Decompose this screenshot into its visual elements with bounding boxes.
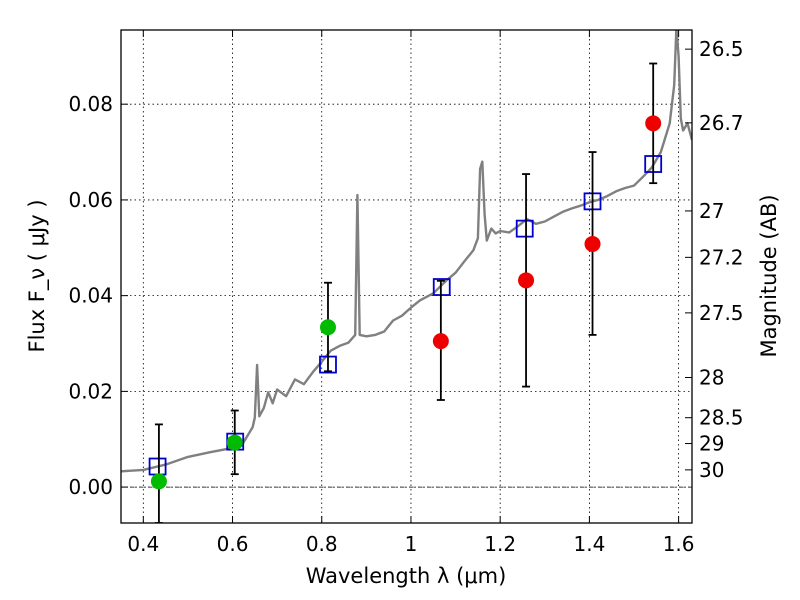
ticks: 0.4 0.6 0.8 1 1.2 1.4 1.6 0.00 0.02 0.04 0.06 0.08 2… [68,30,744,556]
y-tick-label: 0.00 [68,475,113,499]
plot-marks [121,30,692,523]
x-axis-label: Wavelength λ (μm) [306,564,507,588]
y-tick-label: 0.04 [68,284,113,308]
x-tick-label: 1.4 [573,532,605,556]
right-tick-label: 29 [699,432,724,456]
y-tick-label: 0.02 [68,379,113,403]
x-tick-label: 1.6 [663,532,695,556]
circle-marker [645,115,662,132]
circle-marker [150,473,167,490]
right-tick-label: 28.5 [699,406,744,430]
circle-marker [319,319,336,336]
x-tick-label: 1.2 [484,532,516,556]
circle-marker [584,235,601,252]
grid [121,30,692,523]
x-tick-label: 1 [405,532,418,556]
spectrum-line [121,30,692,473]
plot-background [121,30,692,523]
x-tick-label: 0.6 [217,532,249,556]
y-tick-label: 0.06 [68,188,113,212]
x-tick-label: 0.8 [306,532,338,556]
right-tick-label: 28 [699,365,724,389]
right-axis-label: Magnitude (AB) [757,194,781,357]
x-tick-label: 0.4 [127,532,159,556]
right-tick-label: 26.7 [699,111,744,135]
right-tick-label: 27 [699,199,724,223]
right-tick-label: 30 [699,458,724,482]
right-tick-label: 26.5 [699,37,744,61]
circle-marker [226,434,243,451]
right-tick-label: 27.5 [699,301,744,325]
square-marker [515,219,534,238]
right-tick-label: 27.2 [699,245,744,269]
plot-frame [120,29,693,524]
y-axis-label: Flux F_ν ( μJy ) [25,199,50,352]
y-tick-label: 0.08 [68,92,113,116]
circle-marker [432,333,449,350]
circle-marker [518,272,535,289]
